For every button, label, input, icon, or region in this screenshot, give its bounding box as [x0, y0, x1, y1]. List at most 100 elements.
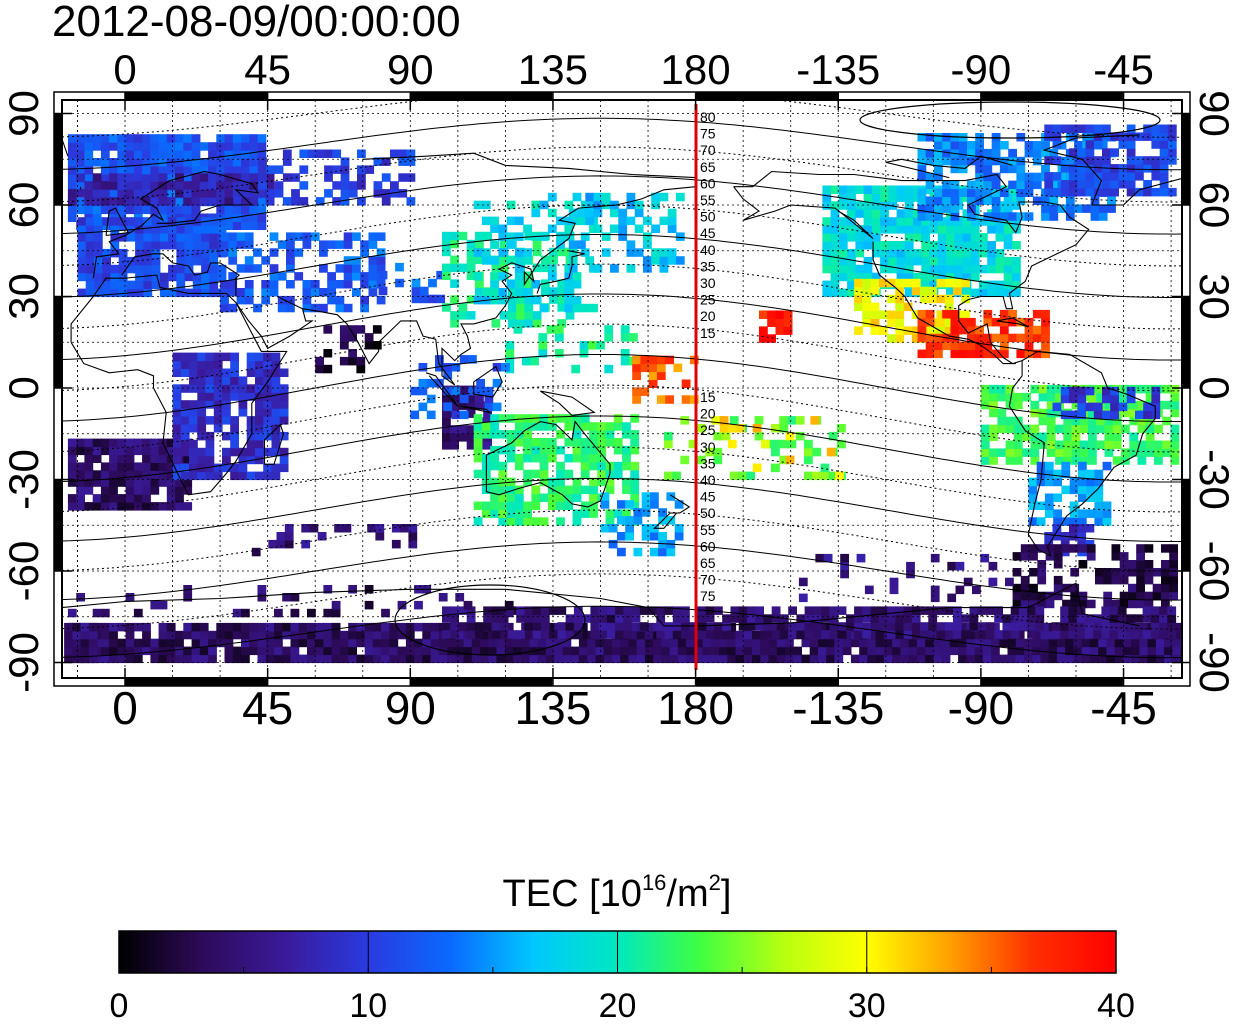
tec-cell [826, 654, 835, 664]
tec-cell [570, 654, 580, 664]
tec-cell [995, 217, 1005, 226]
tec-cell [572, 303, 582, 313]
tec-cell [228, 240, 238, 249]
tec-cell [1073, 638, 1083, 648]
tec-cell [1170, 400, 1180, 410]
tec-cell [1063, 416, 1073, 426]
tec-cell [1041, 317, 1050, 327]
tec-cell [1018, 614, 1028, 623]
tec-cell [209, 280, 219, 290]
tec-cell [67, 470, 77, 479]
tec-cell [133, 462, 143, 471]
tec-cell [589, 453, 598, 463]
tec-cell [1041, 341, 1050, 351]
tec-cell [1088, 392, 1097, 402]
tec-cell [623, 622, 633, 631]
tec-cell [1012, 241, 1021, 250]
tec-cell [241, 158, 250, 167]
tec-cell [934, 148, 943, 158]
tec-cell [1136, 560, 1145, 569]
tec-cell [812, 622, 822, 631]
tec-cell [282, 157, 292, 166]
tec-cell [100, 446, 110, 456]
tec-cell [1037, 560, 1047, 569]
tec-cell [77, 233, 87, 242]
tec-cell [269, 280, 279, 289]
tec-cell [84, 134, 94, 143]
tec-cell [617, 547, 626, 557]
tec-cell [197, 416, 207, 425]
tec-cell [222, 447, 231, 457]
tec-cell [578, 638, 588, 648]
tec-cell [983, 333, 993, 343]
tec-cell [1122, 638, 1132, 648]
tec-cell [1086, 509, 1095, 518]
tec-cell [809, 654, 819, 664]
tec-cell [904, 225, 914, 234]
tec-cell [804, 455, 813, 465]
tec-cell [838, 241, 848, 250]
tec-cell [615, 606, 624, 615]
tec-cell [315, 630, 324, 640]
tec-cell [1096, 392, 1106, 402]
tec-cell [620, 638, 629, 648]
tec-cell [961, 310, 970, 319]
tec-cell [76, 158, 85, 167]
tec-cell [1144, 560, 1154, 569]
tec-cell [589, 477, 598, 487]
tec-cell [175, 142, 184, 151]
tec-cell [665, 355, 674, 365]
tec-cell [244, 288, 254, 297]
tec-cell [667, 224, 677, 233]
tec-cell [854, 302, 863, 312]
tec-cell [1103, 575, 1113, 585]
tec-cell [176, 225, 186, 234]
tec-cell [257, 622, 267, 632]
tec-cell [1128, 568, 1137, 577]
tec-cell [747, 606, 756, 615]
tec-cell [991, 646, 1000, 656]
tec-cell [1048, 646, 1058, 656]
tec-cell [669, 646, 679, 656]
tec-cell [947, 593, 957, 603]
lon-label-bottom: 0 [112, 682, 138, 734]
tec-cell [324, 189, 333, 198]
tec-cell [608, 539, 618, 549]
tec-cell [929, 272, 939, 282]
tec-cell [1081, 654, 1091, 664]
tec-cell [967, 188, 976, 197]
tec-cell [688, 439, 698, 449]
tec-cell [1104, 432, 1114, 441]
tec-cell [639, 622, 649, 631]
tec-cell [1094, 501, 1104, 510]
tec-cell [916, 654, 926, 664]
tec-cell [488, 638, 498, 648]
tec-cell [265, 622, 275, 632]
tec-cell [271, 400, 281, 409]
tec-cell [578, 630, 588, 640]
tec-cell [282, 622, 291, 632]
tec-cell [934, 188, 943, 197]
tec-cell [92, 494, 102, 503]
tec-cell [180, 368, 190, 377]
tec-cell [521, 654, 530, 664]
tec-cell [183, 454, 193, 463]
tec-cell [80, 630, 90, 640]
tec-cell [117, 189, 127, 198]
tec-cell [339, 654, 349, 664]
tec-cell [92, 197, 102, 206]
tec-cell [1088, 448, 1097, 457]
tec-cell [246, 424, 256, 433]
tec-cell [834, 654, 844, 664]
tec-cell [1131, 638, 1140, 648]
tec-cell [906, 561, 915, 571]
tec-cell [941, 630, 951, 640]
tec-cell [255, 447, 264, 457]
coastline [485, 420, 611, 508]
tec-cell [257, 646, 267, 656]
tec-cell [953, 630, 962, 639]
tec-cell [711, 416, 721, 425]
tec-cell [443, 363, 453, 372]
tec-cell [84, 486, 94, 495]
tec-cell [1008, 317, 1017, 327]
